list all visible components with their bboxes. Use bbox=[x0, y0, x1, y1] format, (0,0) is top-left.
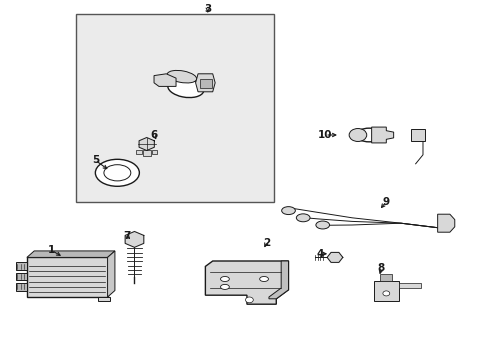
Ellipse shape bbox=[355, 128, 382, 142]
Bar bbox=[199, 79, 211, 88]
Ellipse shape bbox=[296, 214, 309, 222]
Text: 8: 8 bbox=[377, 263, 384, 273]
Ellipse shape bbox=[167, 79, 203, 98]
Bar bbox=[16, 262, 27, 270]
Text: 9: 9 bbox=[382, 197, 389, 207]
Bar bbox=[380, 274, 391, 281]
Polygon shape bbox=[326, 252, 342, 262]
Circle shape bbox=[348, 129, 366, 141]
Text: 5: 5 bbox=[92, 155, 99, 165]
Ellipse shape bbox=[220, 276, 229, 282]
Bar bbox=[76, 14, 273, 202]
Ellipse shape bbox=[220, 284, 229, 289]
Polygon shape bbox=[27, 251, 115, 257]
Text: 1: 1 bbox=[48, 245, 55, 255]
Polygon shape bbox=[27, 257, 107, 297]
Text: 2: 2 bbox=[263, 238, 269, 248]
Bar bbox=[373, 281, 398, 301]
Ellipse shape bbox=[104, 165, 130, 181]
Polygon shape bbox=[195, 74, 215, 92]
Polygon shape bbox=[268, 261, 288, 299]
Polygon shape bbox=[139, 138, 154, 150]
Polygon shape bbox=[437, 214, 454, 232]
Text: 3: 3 bbox=[204, 4, 211, 14]
Polygon shape bbox=[371, 127, 393, 143]
Text: 6: 6 bbox=[150, 130, 157, 140]
Polygon shape bbox=[154, 74, 176, 86]
Text: 10: 10 bbox=[317, 130, 332, 140]
Polygon shape bbox=[107, 251, 115, 297]
Ellipse shape bbox=[259, 276, 268, 282]
Polygon shape bbox=[125, 231, 143, 247]
Bar bbox=[98, 297, 110, 301]
Circle shape bbox=[382, 291, 389, 296]
Ellipse shape bbox=[315, 221, 329, 229]
Text: 7: 7 bbox=[123, 231, 131, 241]
Bar bbox=[151, 150, 157, 154]
Ellipse shape bbox=[167, 71, 196, 83]
Ellipse shape bbox=[281, 207, 295, 215]
Bar bbox=[142, 150, 150, 156]
Bar bbox=[136, 150, 142, 154]
Circle shape bbox=[245, 297, 253, 303]
Bar bbox=[16, 283, 27, 291]
Polygon shape bbox=[398, 283, 420, 288]
Ellipse shape bbox=[95, 159, 139, 186]
Bar bbox=[16, 273, 27, 280]
Polygon shape bbox=[205, 261, 288, 304]
Text: 4: 4 bbox=[316, 249, 324, 259]
Polygon shape bbox=[410, 129, 425, 141]
